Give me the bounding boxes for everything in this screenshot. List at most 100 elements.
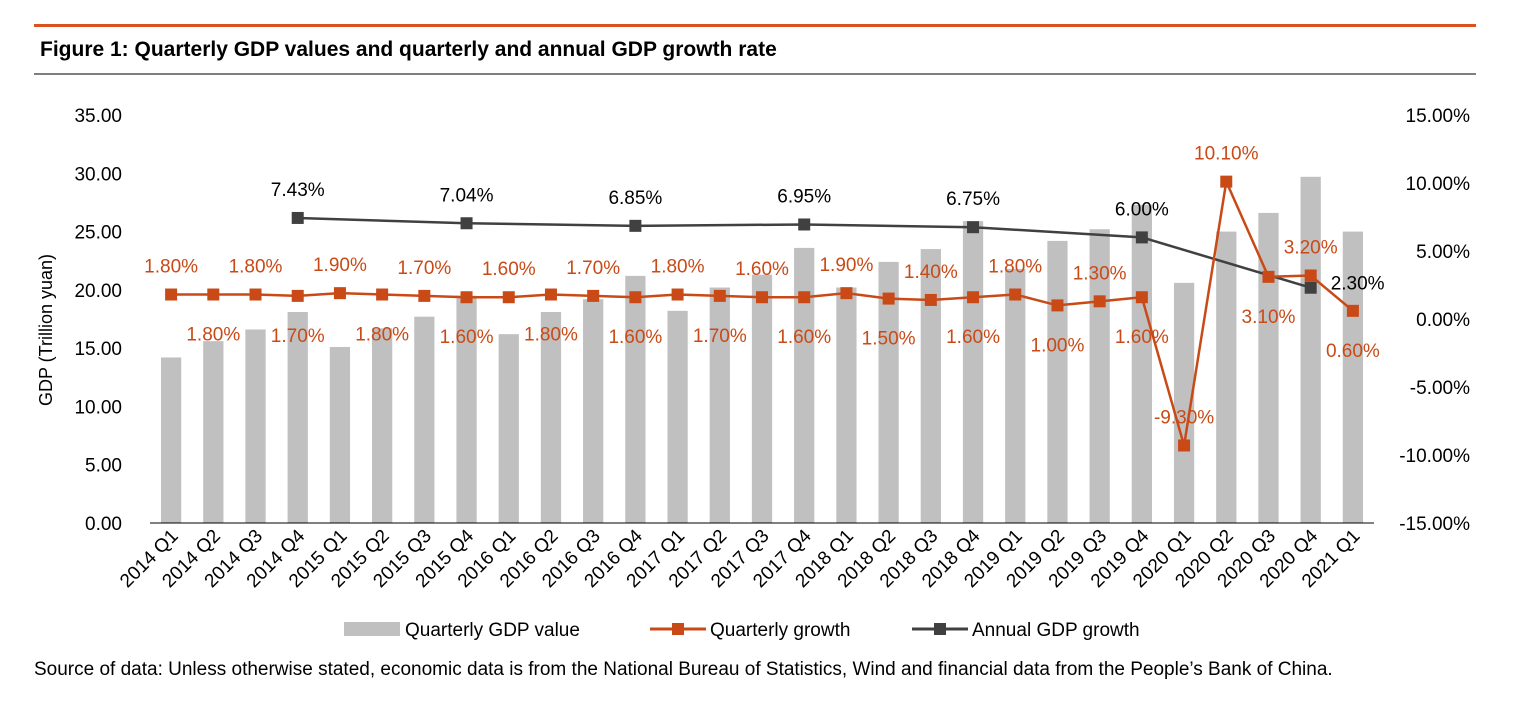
quarterly-growth-data-label: 1.60% [440,327,494,348]
quarterly-growth-data-label: 1.80% [144,257,198,278]
annual-growth-marker [967,221,980,234]
quarterly-growth-marker [1135,291,1148,304]
legend-marker-annual [934,623,946,635]
top-accent-rule [34,24,1476,27]
quarterly-growth-marker [840,287,853,300]
y2-tick-label: -15.00% [1399,514,1470,535]
quarterly-growth-marker [502,291,515,304]
gdp-bar [1216,231,1237,524]
annual-growth-data-label: 6.75% [946,189,1000,210]
gdp-bar [287,312,308,523]
quarterly-growth-marker [1304,269,1317,282]
gdp-bar [1258,212,1279,524]
labels-layer: 1.80% 1.80% 1.80% 1.70% 1.90% 1.80% 1.70% 1.60%… [144,144,1385,429]
gdp-bar [1131,204,1152,523]
gdp-bar [1173,282,1195,523]
quarterly-growth-marker [1262,270,1275,283]
quarterly-growth-data-label: 1.80% [524,325,578,346]
gdp-bar [625,275,646,523]
y-tick-label: 30.00 [74,164,122,185]
annual-growth-marker [1135,231,1148,244]
gdp-bar [1047,240,1068,523]
quarterly-growth-data-label: 1.60% [946,327,1000,348]
figure-title: Figure 1: Quarterly GDP values and quart… [40,38,777,61]
quarterly-growth-data-label: 10.10% [1194,144,1259,165]
annual-growth-marker [1304,281,1317,294]
bars-layer [160,176,1364,524]
quarterly-growth-marker [291,289,304,302]
gdp-chart: 0.00 5.00 10.00 15.00 20.00 25.00 30.00 35.00 -1… [36,106,1471,641]
quarterly-growth-marker [798,291,811,304]
gdp-bar [920,249,941,524]
quarterly-growth-data-label: 3.20% [1284,237,1338,258]
gdp-bar [836,287,857,523]
y-axis-label: GDP (Trillion yuan) [36,254,56,406]
quarterly-growth-marker [629,291,642,304]
gdp-bar [962,221,984,523]
legend-label-gdp-value: Quarterly GDP value [405,620,580,641]
gdp-bar [751,274,773,523]
annual-growth-marker [291,211,304,224]
quarterly-growth-data-label: 1.00% [1031,335,1085,356]
quarterly-growth-marker [207,288,220,301]
quarterly-growth-data-label: 0.60% [1326,341,1380,362]
quarterly-growth-marker [713,289,726,302]
annual-growth-data-label: 6.85% [608,188,662,209]
quarterly-growth-data-label: 1.60% [1115,327,1169,348]
quarterly-growth-marker [1346,304,1359,317]
quarterly-growth-data-label: 1.90% [819,255,873,276]
y-tick-label: 0.00 [85,514,122,535]
quarterly-growth-data-label: 1.60% [735,259,789,280]
lines-layer [165,175,1359,452]
quarterly-growth-data-label: 1.80% [186,325,240,346]
y2-tick-label: -5.00% [1410,378,1470,399]
annual-growth-data-label: 7.04% [440,185,494,206]
gdp-bar [878,261,899,523]
quarterly-growth-data-label: 1.60% [608,327,662,348]
quarterly-growth-data-label: 1.80% [651,257,705,278]
quarterly-growth-data-label: 1.80% [229,257,283,278]
y-tick-label: 15.00 [74,339,122,360]
quarterly-growth-data-label: 1.70% [693,326,747,347]
quarterly-growth-data-label: 1.70% [566,258,620,279]
quarterly-growth-marker [671,288,684,301]
legend-swatch-gdp-value [344,622,400,636]
legend-marker-quarterly [672,623,684,635]
quarterly-growth-marker [165,288,178,301]
quarterly-growth-marker [1220,175,1233,188]
annual-growth-data-label: 6.00% [1115,199,1169,220]
y-tick-label: 5.00 [85,456,122,477]
gdp-bar [414,316,435,523]
gdp-bar [372,328,393,523]
quarterly-growth-data-label: 1.60% [777,327,831,348]
quarterly-growth-data-label: 1.70% [397,258,451,279]
y2-tick-label: 15.00% [1406,106,1471,127]
quarterly-growth-marker [418,289,431,302]
quarterly-growth-marker [882,292,895,305]
quarterly-growth-marker [1051,299,1064,312]
quarterly-growth-marker [756,291,768,304]
quarterly-growth-data-label: 1.80% [988,257,1042,278]
quarterly-growth-marker [1178,439,1191,452]
quarterly-growth-marker [1009,288,1022,301]
y-tick-label: 25.00 [74,223,122,244]
quarterly-growth-marker [333,287,346,300]
gdp-bar [498,334,519,523]
quarterly-growth-data-label: 1.90% [313,255,367,276]
quarterly-growth-data-label: 1.80% [355,325,409,346]
gdp-bar [329,346,351,523]
annual-growth-data-label: 7.43% [271,180,325,201]
y2-tick-label: 10.00% [1406,174,1471,195]
gdp-bar [1342,231,1364,524]
quarterly-growth-data-label: 1.30% [1073,263,1127,284]
gdp-bar [1300,176,1321,524]
gdp-bar [709,287,730,523]
legend-label-annual: Annual GDP growth [972,620,1140,641]
quarterly-growth-marker [967,291,980,304]
annual-growth-marker [629,219,642,232]
quarterly-growth-marker [249,288,262,301]
gdp-bar [667,310,688,523]
y-tick-label: 20.00 [74,281,122,302]
quarterly-growth-data-label: 1.40% [904,262,958,283]
annual-growth-data-label: 6.95% [777,186,831,207]
